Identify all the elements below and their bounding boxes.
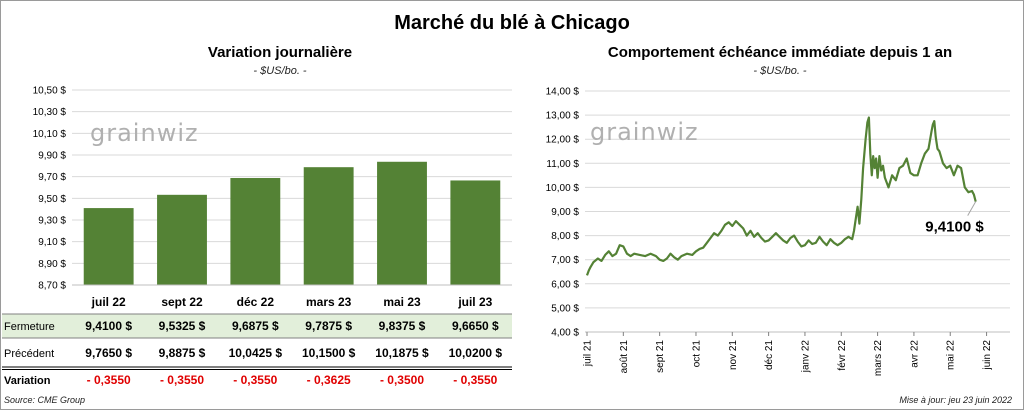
line-y-tick-label: 12,00 $ xyxy=(546,135,580,146)
table-cell: - 0,3550 xyxy=(87,373,131,387)
last-value-label: 9,4100 $ xyxy=(925,219,984,236)
bar-3 xyxy=(303,167,354,285)
bar-category-label: déc 22 xyxy=(237,295,275,309)
line-x-tick-label: juil 21 xyxy=(583,340,594,368)
table-cell: 10,1875 $ xyxy=(375,346,429,360)
line-x-tick-label: sept 21 xyxy=(655,340,666,373)
line-x-tick-label: avr 22 xyxy=(909,340,920,368)
table-cell: 9,6650 $ xyxy=(452,319,499,333)
line-y-tick-label: 6,00 $ xyxy=(551,279,579,290)
bar-category-label: sept 22 xyxy=(161,295,203,309)
table-row-label: Précédent xyxy=(4,348,54,360)
bar-2 xyxy=(230,178,281,285)
table-cell: 9,6875 $ xyxy=(232,319,279,333)
bar-y-tick-label: 10,50 $ xyxy=(33,86,67,97)
table-cell: 9,5325 $ xyxy=(159,319,206,333)
table-cell: 9,8875 $ xyxy=(159,346,206,360)
table-cell: - 0,3500 xyxy=(380,373,424,387)
line-y-tick-label: 11,00 $ xyxy=(546,159,579,170)
line-x-tick-label: janv 22 xyxy=(800,340,811,374)
source-note: Source: CME Group xyxy=(4,395,86,405)
table-cell: - 0,3550 xyxy=(453,373,497,387)
bar-y-tick-label: 9,10 $ xyxy=(38,237,66,248)
bar-y-tick-label: 9,90 $ xyxy=(38,151,66,162)
line-watermark: grainwiz xyxy=(590,118,699,146)
table-cell: - 0,3625 xyxy=(307,373,351,387)
line-y-tick-label: 13,00 $ xyxy=(546,111,580,122)
bar-4 xyxy=(377,161,427,285)
table-cell: 10,0200 $ xyxy=(449,346,503,360)
line-chart-subtitle: - $US/bo. - xyxy=(753,65,807,77)
update-note: Mise à jour: jeu 23 juin 2022 xyxy=(899,395,1012,405)
line-y-tick-label: 9,00 $ xyxy=(551,207,579,218)
bar-y-tick-label: 10,10 $ xyxy=(33,129,67,140)
table-row-label: Variation xyxy=(4,375,51,387)
price-series-line xyxy=(585,116,977,276)
line-chart-title: Comportement échéance immédiate depuis 1… xyxy=(607,44,953,61)
line-y-tick-label: 8,00 $ xyxy=(551,231,579,242)
table-highlight-row xyxy=(2,314,512,338)
table-cell: 9,8375 $ xyxy=(379,319,426,333)
bar-category-label: mars 23 xyxy=(306,295,352,309)
line-x-tick-label: nov 21 xyxy=(728,340,739,370)
line-y-tick-label: 14,00 $ xyxy=(546,87,580,98)
table-cell: - 0,3550 xyxy=(233,373,277,387)
line-y-tick-label: 5,00 $ xyxy=(551,303,579,314)
line-y-tick-label: 4,00 $ xyxy=(551,328,579,339)
bar-y-tick-label: 10,30 $ xyxy=(33,107,67,118)
bar-category-label: juil 23 xyxy=(457,295,492,309)
bar-y-tick-label: 9,50 $ xyxy=(38,194,66,205)
bar-chart-subtitle: - $US/bo. - xyxy=(253,65,307,77)
bar-watermark: grainwiz xyxy=(90,119,199,147)
bar-0 xyxy=(83,208,134,285)
bar-y-tick-label: 9,30 $ xyxy=(38,216,66,227)
table-cell: 9,4100 $ xyxy=(85,319,132,333)
last-value-leader xyxy=(967,201,977,216)
line-x-tick-label: févr 22 xyxy=(837,340,848,371)
bar-category-label: juil 22 xyxy=(91,295,126,309)
line-x-tick-label: juin 22 xyxy=(982,340,993,371)
table-cell: 10,0425 $ xyxy=(229,346,283,360)
bar-1 xyxy=(157,194,207,285)
table-cell: 9,7650 $ xyxy=(85,346,132,360)
line-x-tick-label: mai 22 xyxy=(946,340,957,370)
line-y-tick-label: 10,00 $ xyxy=(546,183,580,194)
bar-5 xyxy=(450,180,501,285)
bar-y-tick-label: 9,70 $ xyxy=(38,172,66,183)
line-x-tick-label: mars 22 xyxy=(873,340,884,377)
bar-y-tick-label: 8,70 $ xyxy=(38,281,66,292)
bar-category-label: mai 23 xyxy=(383,295,421,309)
table-cell: 10,1500 $ xyxy=(302,346,356,360)
bar-y-tick-label: 8,90 $ xyxy=(38,259,66,270)
line-y-tick-label: 7,00 $ xyxy=(551,255,579,266)
bar-chart-title: Variation journalière xyxy=(207,44,353,61)
line-x-tick-label: août 21 xyxy=(619,340,630,374)
table-row-label: Fermeture xyxy=(4,321,55,333)
table-cell: - 0,3550 xyxy=(160,373,204,387)
line-x-tick-label: déc 21 xyxy=(764,340,775,370)
line-x-tick-label: oct 21 xyxy=(691,340,702,368)
main-title: Marché du blé à Chicago xyxy=(394,12,630,34)
table-cell: 9,7875 $ xyxy=(305,319,352,333)
